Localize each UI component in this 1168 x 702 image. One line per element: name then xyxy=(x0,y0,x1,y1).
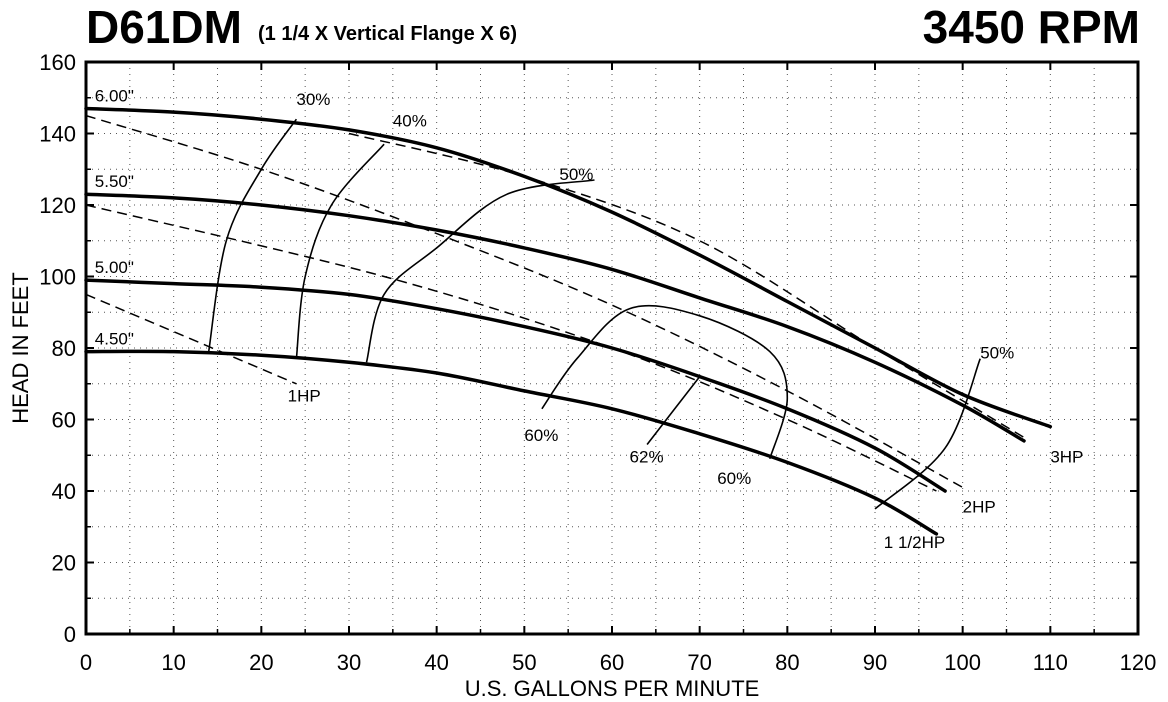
x-axis-title: U.S. GALLONS PER MINUTE xyxy=(465,676,760,701)
x-tick-label: 20 xyxy=(249,650,273,675)
chart-title-subtitle: (1 1/4 X Vertical Flange X 6) xyxy=(258,23,518,45)
hp-label-1-1-2hp: 1 1/2HP xyxy=(884,533,945,552)
x-tick-label: 80 xyxy=(775,650,799,675)
label-layer: 1HP 1 1/2HP 2HP 3HP 30% 40% 50% 60% 62% 60% 50% 6.0… xyxy=(95,86,1084,552)
efficiency-curve-62 xyxy=(646,376,701,445)
efficiency-curve-50 xyxy=(365,179,595,363)
x-tick-label: 40 xyxy=(424,650,448,675)
hp-label-2hp: 2HP xyxy=(963,497,996,516)
x-tick-label: 110 xyxy=(1033,650,1068,675)
x-tick-label: 100 xyxy=(944,650,981,675)
y-tick-label: 20 xyxy=(52,551,76,576)
impeller-label-6-00: 6.00" xyxy=(95,86,134,105)
impeller-label-5-50: 5.50" xyxy=(95,172,134,191)
x-tick-label: 30 xyxy=(337,650,361,675)
efficiency-label-50: 50% xyxy=(559,165,593,184)
impeller-label-4-50: 4.50" xyxy=(95,329,134,348)
grid-lines xyxy=(86,62,1138,634)
efficiency-curve-50 xyxy=(874,358,981,510)
x-tick-label: 50 xyxy=(512,650,536,675)
efficiency-curve-40 xyxy=(295,143,385,359)
x-tick-label: 60 xyxy=(600,650,624,675)
impeller-curve-5-50 xyxy=(84,192,1026,443)
efficiency-label-60: 60% xyxy=(524,426,558,445)
x-tick-label: 0 xyxy=(80,650,92,675)
efficiency-label-50: 50% xyxy=(980,344,1014,363)
hp-line-1-1-2hp xyxy=(85,204,937,492)
efficiency-label-62: 62% xyxy=(630,447,664,466)
impeller-curve-5-00 xyxy=(84,278,947,493)
y-tick-label: 120 xyxy=(39,193,76,218)
hp-line-1hp xyxy=(85,293,297,385)
hp-label-1hp: 1HP xyxy=(288,387,321,406)
x-tick-label: 120 xyxy=(1120,650,1157,675)
y-tick-label: 100 xyxy=(39,265,76,290)
hp-label-3hp: 3HP xyxy=(1050,447,1083,466)
x-tick-label: 10 xyxy=(161,650,185,675)
curve-layer xyxy=(84,106,1053,536)
hp-line-2hp xyxy=(85,114,964,489)
chart-rpm-label: 3450 RPM xyxy=(922,1,1140,53)
efficiency-label-30: 30% xyxy=(296,90,330,109)
chart-title-model: D61DM xyxy=(86,1,242,53)
y-tick-label: 160 xyxy=(39,50,76,75)
efficiency-label-60: 60% xyxy=(717,469,751,488)
y-tick-label: 60 xyxy=(52,408,76,433)
tick-layer: 0 10 20 30 40 50 60 70 80 90 100 110 120 0 20 40 60 80 100… xyxy=(39,50,1156,675)
efficiency-curve-30 xyxy=(207,118,298,352)
hp-line-3hp xyxy=(348,132,1025,439)
impeller-curve-6-00 xyxy=(84,106,1053,429)
impeller-curve-4-50 xyxy=(84,349,939,536)
efficiency-curve-60 xyxy=(541,304,789,460)
y-tick-label: 0 xyxy=(64,622,76,647)
y-tick-label: 40 xyxy=(52,479,76,504)
y-tick-label: 140 xyxy=(39,122,76,147)
x-tick-label: 70 xyxy=(687,650,711,675)
y-tick-label: 80 xyxy=(52,336,76,361)
impeller-label-5-00: 5.00" xyxy=(95,258,134,277)
efficiency-label-40: 40% xyxy=(393,111,427,130)
y-axis-title: HEAD IN FEET xyxy=(8,272,33,424)
x-tick-label: 90 xyxy=(863,650,887,675)
